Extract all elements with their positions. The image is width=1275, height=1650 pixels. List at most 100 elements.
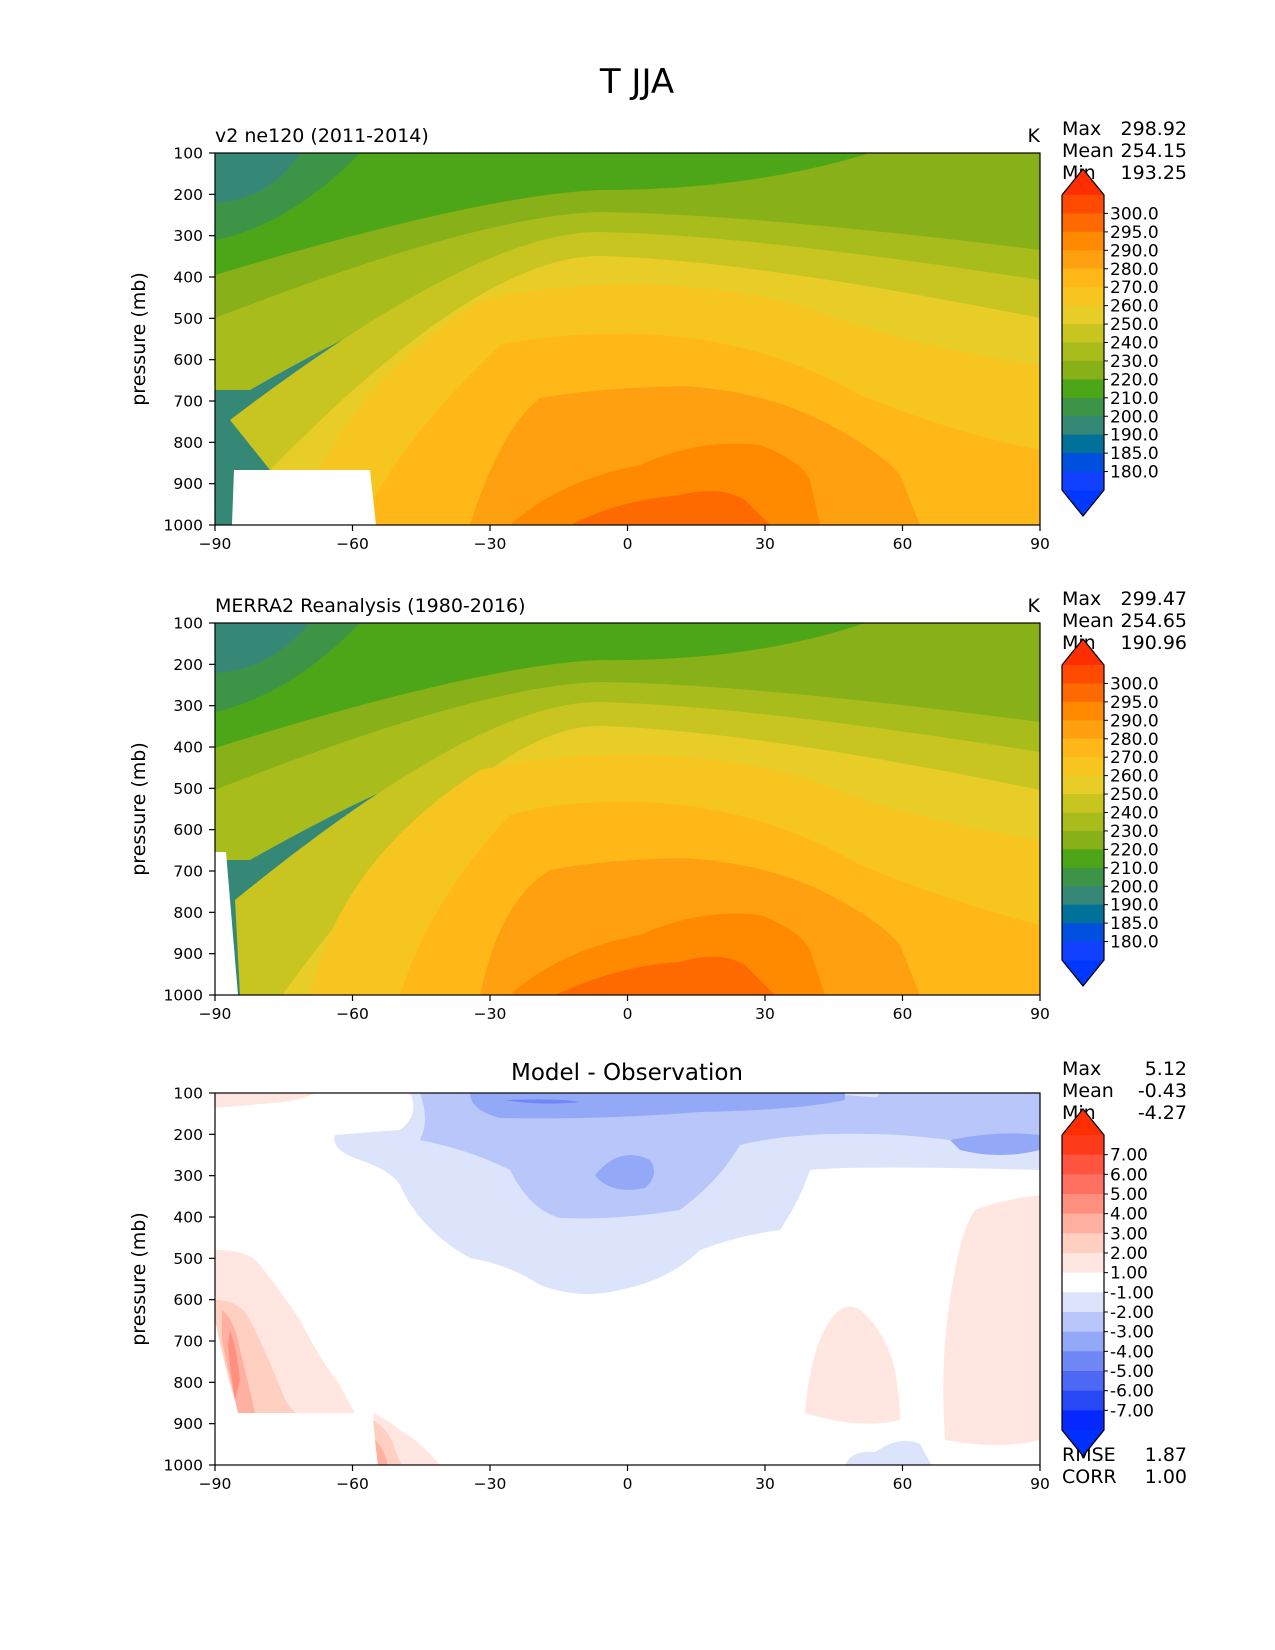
colorbar-swatch xyxy=(1062,757,1104,777)
diff-x-ticks: −90 −60 −30 0 30 60 90 xyxy=(199,1465,1050,1493)
model-y-axis-label: pressure (mb) xyxy=(128,272,150,406)
x-tick-label: 0 xyxy=(623,535,633,553)
x-tick-label: 30 xyxy=(755,535,775,553)
colorbar-swatch xyxy=(1062,250,1104,270)
band-pos-1 xyxy=(215,1093,315,1108)
colorbar-swatch xyxy=(1062,1135,1104,1156)
y-tick-label: 800 xyxy=(173,1374,203,1392)
band-pos-1-60n xyxy=(805,1306,900,1424)
y-tick-label: 500 xyxy=(173,1250,203,1268)
diff-stat-min: -4.27 xyxy=(1138,1102,1187,1124)
y-tick-label: 600 xyxy=(173,1291,203,1309)
colorbar-swatch xyxy=(1062,213,1104,233)
colorbar-cap-top xyxy=(1062,639,1104,665)
colorbar-swatch xyxy=(1062,360,1104,380)
colorbar-label: -2.00 xyxy=(1110,1303,1154,1323)
colorbar-swatch xyxy=(1062,923,1104,943)
colorbar-swatch xyxy=(1062,1213,1104,1234)
y-tick-label: 300 xyxy=(173,227,203,245)
colorbar-swatch xyxy=(1062,941,1104,961)
band-neg-3 xyxy=(470,1093,1040,1190)
diff-stat-mean: -0.43 xyxy=(1138,1080,1187,1102)
y-tick-label: 800 xyxy=(173,904,203,922)
band-neg-4 xyxy=(505,1099,580,1104)
colorbar-swatch xyxy=(1062,1174,1104,1195)
colorbar-label: 230.0 xyxy=(1110,822,1159,842)
colorbar-label: 180.0 xyxy=(1110,463,1159,483)
colorbar-label: 280.0 xyxy=(1110,730,1159,750)
y-tick-label: 600 xyxy=(173,821,203,839)
colorbar-label: 185.0 xyxy=(1110,444,1159,464)
colorbar-cap-top xyxy=(1062,1109,1104,1135)
colorbar-label: 290.0 xyxy=(1110,241,1159,261)
colorbar-swatch xyxy=(1062,794,1104,814)
y-tick-label: 400 xyxy=(173,269,203,287)
x-tick-label: 90 xyxy=(1030,535,1050,553)
colorbar-swatch xyxy=(1062,886,1104,906)
x-tick-label: −60 xyxy=(336,1475,369,1493)
colorbar-label: -7.00 xyxy=(1110,1401,1154,1421)
colorbar-label: 220.0 xyxy=(1110,840,1159,860)
colorbar-swatch xyxy=(1062,287,1104,307)
diff-colorbar: 7.006.005.004.003.002.001.00-1.00-2.00-3… xyxy=(1061,1108,1154,1457)
colorbar-label: 250.0 xyxy=(1110,785,1159,805)
diff-y-ticks: 100 200 300 400 500 600 700 800 900 1000 xyxy=(164,1085,215,1475)
colorbar-label: 270.0 xyxy=(1110,278,1159,298)
model-stat-max: 298.92 xyxy=(1121,118,1187,140)
y-tick-label: 900 xyxy=(173,945,203,963)
obs-stat-mean-label: Mean xyxy=(1062,610,1114,632)
panel-observation: MERRA2 Reanalysis (1980-2016) K 100 200 30… xyxy=(128,588,1187,1023)
colorbar-swatch xyxy=(1062,1292,1104,1313)
y-tick-label: 600 xyxy=(173,351,203,369)
x-tick-label: 90 xyxy=(1030,1475,1050,1493)
y-tick-label: 700 xyxy=(173,393,203,411)
colorbar-swatch xyxy=(1062,1390,1104,1411)
colorbar-label: 230.0 xyxy=(1110,352,1159,372)
x-tick-label: −90 xyxy=(199,1475,232,1493)
y-tick-label: 100 xyxy=(173,1085,203,1103)
colorbar-label: 4.00 xyxy=(1110,1205,1148,1225)
colorbar-swatch xyxy=(1062,830,1104,850)
colorbar-label: 210.0 xyxy=(1110,389,1159,409)
band-neg-2 xyxy=(420,1093,1040,1219)
colorbar-swatch xyxy=(1062,1194,1104,1215)
colorbar-swatch xyxy=(1062,453,1104,473)
diff-stat-corr: 1.00 xyxy=(1145,1466,1187,1488)
band-pos-2 xyxy=(215,1300,402,1465)
panel-model: v2 ne120 (2011-2014) K 10020030040050060… xyxy=(128,118,1187,553)
diff-panel-title: Model - Observation xyxy=(511,1060,743,1086)
colorbar-outline xyxy=(1061,168,1105,517)
colorbar-swatch xyxy=(1062,397,1104,417)
obs-stat-max-label: Max xyxy=(1062,588,1101,610)
colorbar-cap-bottom xyxy=(1062,960,1104,986)
model-colorbar: 300.0295.0290.0280.0270.0260.0250.0240.0… xyxy=(1061,168,1159,517)
x-tick-label: −30 xyxy=(474,535,507,553)
x-tick-label: 90 xyxy=(1030,1005,1050,1023)
colorbar-label: 185.0 xyxy=(1110,914,1159,934)
model-stat-max-label: Max xyxy=(1062,118,1101,140)
obs-units-label: K xyxy=(1028,595,1041,617)
model-units-label: K xyxy=(1028,125,1041,147)
model-contour-field xyxy=(215,153,1040,525)
colorbar-label: 200.0 xyxy=(1110,877,1159,897)
topography-mask xyxy=(215,470,376,525)
x-tick-label: −90 xyxy=(199,535,232,553)
y-tick-label: 700 xyxy=(173,1333,203,1351)
colorbar-swatch xyxy=(1062,416,1104,436)
colorbar-label: 210.0 xyxy=(1110,859,1159,879)
model-panel-title: v2 ne120 (2011-2014) xyxy=(215,125,429,147)
band-300 xyxy=(570,491,770,525)
band-pos-4 xyxy=(228,1330,240,1400)
colorbar-swatch xyxy=(1062,812,1104,832)
colorbar-label: 260.0 xyxy=(1110,767,1159,787)
model-stat-min: 193.25 xyxy=(1121,162,1187,184)
y-tick-label: 800 xyxy=(173,434,203,452)
colorbar-label: 6.00 xyxy=(1110,1165,1148,1185)
model-stat-mean: 254.15 xyxy=(1121,140,1187,162)
colorbar-label: 5.00 xyxy=(1110,1185,1148,1205)
model-stat-mean-label: Mean xyxy=(1062,140,1114,162)
diff-stat-corr-label: CORR xyxy=(1062,1466,1117,1488)
colorbar-cap-bottom xyxy=(1062,490,1104,516)
colorbar-outline xyxy=(1061,638,1105,987)
obs-y-axis-label: pressure (mb) xyxy=(128,742,150,876)
